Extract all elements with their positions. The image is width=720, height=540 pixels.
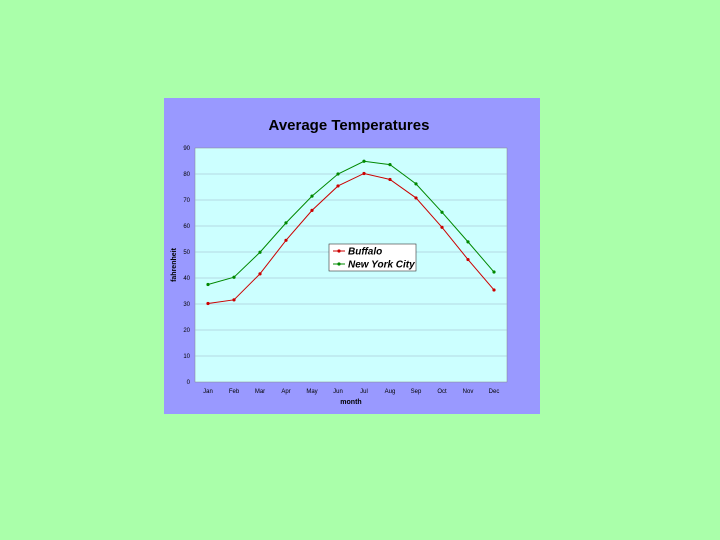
data-point (362, 159, 366, 163)
legend: Buffalo New York City (328, 243, 417, 272)
data-point (492, 270, 496, 274)
y-tick-label: 40 (183, 276, 190, 282)
series-group (206, 159, 496, 306)
x-tick-label: Jun (333, 389, 343, 395)
x-tick-label: Mar (255, 389, 265, 395)
data-point (414, 196, 418, 200)
x-tick-label: May (306, 389, 317, 395)
x-tick-label: Oct (437, 389, 447, 395)
legend-marker (337, 262, 341, 266)
data-point (258, 250, 262, 254)
y-tick-label: 10 (183, 354, 190, 360)
data-point (284, 238, 288, 242)
legend-items: Buffalo New York City (333, 247, 415, 271)
y-tick-label: 70 (183, 198, 190, 204)
data-point (206, 282, 210, 287)
x-tick-label: Jan (203, 389, 213, 395)
x-tick-labels: Jan Feb Mar Apr May Jun Jul Aug Sep Oct Nov Dec (203, 389, 499, 395)
legend-marker (337, 249, 341, 253)
data-point (284, 221, 288, 225)
x-tick-label: Sep (411, 389, 422, 395)
y-tick-label: 90 (183, 146, 190, 152)
x-tick-label: Feb (229, 389, 240, 395)
data-point (492, 288, 496, 292)
data-point (440, 210, 444, 214)
data-point (466, 240, 470, 244)
y-tick-label: 20 (183, 328, 190, 334)
data-point (232, 298, 236, 302)
y-tick-label: 80 (183, 172, 190, 178)
data-point (388, 163, 392, 167)
x-axis-label: month (340, 399, 361, 406)
legend-label: New York City (348, 260, 415, 271)
y-tick-label: 50 (183, 250, 190, 256)
data-point (258, 272, 262, 276)
x-tick-label: Dec (489, 389, 500, 395)
x-tick-label: Nov (463, 389, 474, 395)
legend-label: Buffalo (348, 247, 382, 258)
series-line (207, 172, 495, 304)
legend-box (328, 243, 417, 272)
data-point (440, 225, 444, 229)
x-tick-label: Apr (281, 389, 290, 395)
x-tick-label: Jul (360, 389, 368, 395)
data-point (362, 171, 366, 176)
data-point (336, 172, 340, 176)
y-tick-label: 0 (187, 380, 191, 386)
data-point (310, 194, 314, 198)
data-point (336, 184, 340, 188)
chart-svg: Average Temperatures 0 10 20 30 40 50 60 70 80 90… (171, 117, 508, 406)
y-tick-label: 30 (183, 302, 190, 308)
series-line (207, 160, 495, 285)
data-point (414, 182, 418, 186)
x-tick-label: Aug (385, 389, 396, 395)
chart-title: Average Temperatures (269, 117, 430, 134)
data-point (466, 257, 470, 262)
data-point (232, 275, 236, 279)
chart-panel: Average Temperatures 0 10 20 30 40 50 60 70 80 90… (164, 98, 540, 414)
data-point (310, 208, 314, 212)
data-point (388, 177, 392, 182)
y-axis-label: fahrenheit (171, 247, 178, 282)
y-tick-label: 60 (183, 224, 190, 230)
y-tick-labels: 0 10 20 30 40 50 60 70 80 90 (183, 146, 190, 386)
data-point (206, 301, 210, 306)
